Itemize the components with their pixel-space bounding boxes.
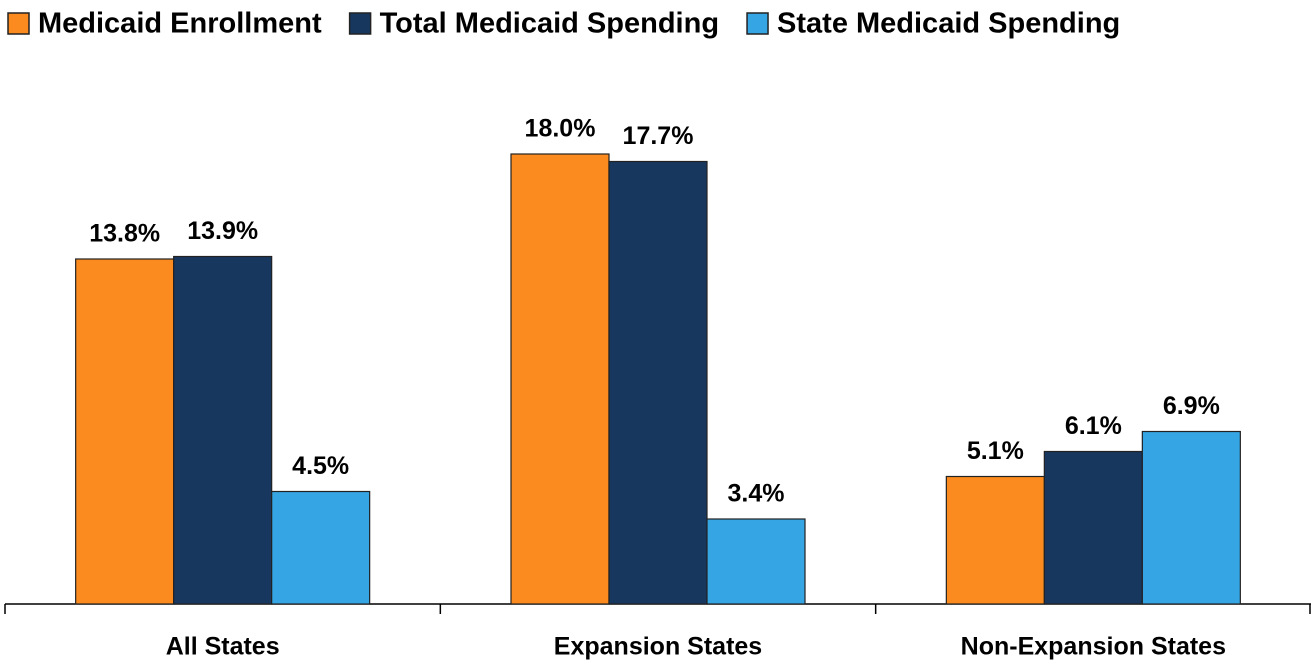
value-label: 5.1% bbox=[967, 437, 1024, 465]
value-label: 6.9% bbox=[1163, 392, 1220, 420]
value-label: 17.7% bbox=[623, 122, 694, 150]
value-label: 18.0% bbox=[525, 115, 596, 143]
value-label: 4.5% bbox=[292, 452, 349, 480]
bar bbox=[706, 518, 806, 605]
value-label: 13.9% bbox=[187, 217, 258, 245]
legend-label: Medicaid Enrollment bbox=[38, 8, 322, 40]
bar bbox=[1043, 450, 1143, 605]
legend-label: State Medicaid Spending bbox=[777, 8, 1120, 40]
legend-swatch bbox=[746, 12, 769, 35]
bar bbox=[173, 255, 273, 605]
legend-label: Total Medicaid Spending bbox=[380, 8, 719, 40]
bar bbox=[271, 490, 371, 605]
legend-swatch bbox=[348, 12, 372, 35]
legend-swatch bbox=[7, 12, 30, 35]
x-tick-label: All States bbox=[166, 633, 280, 661]
bar bbox=[75, 258, 175, 605]
x-tick-label: Expansion States bbox=[554, 633, 762, 661]
x-tick-label: Non-Expansion States bbox=[961, 633, 1226, 661]
bar bbox=[510, 153, 610, 605]
value-label: 6.1% bbox=[1065, 412, 1122, 440]
value-label: 13.8% bbox=[89, 220, 160, 248]
bar bbox=[1141, 430, 1241, 605]
value-label: 3.4% bbox=[728, 480, 785, 508]
bar bbox=[945, 475, 1045, 605]
bar bbox=[608, 160, 708, 605]
